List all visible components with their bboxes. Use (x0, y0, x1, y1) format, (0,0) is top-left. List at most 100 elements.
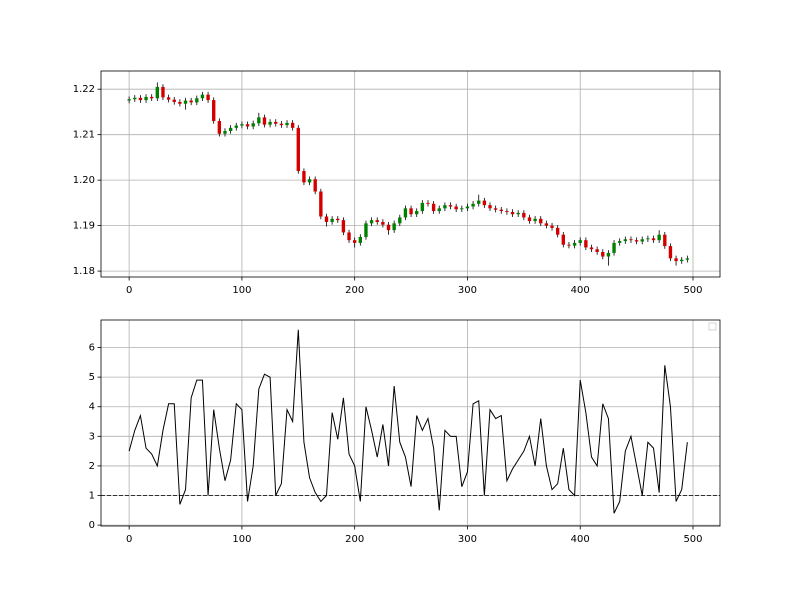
candle-body (420, 202, 425, 212)
x-tick-label: 100 (232, 534, 251, 545)
x-tick-label: 500 (683, 534, 702, 545)
candle-body (522, 212, 526, 218)
candle-body (460, 208, 464, 210)
candle-body (133, 97, 137, 100)
axes-frame (100, 319, 721, 527)
candle-body (336, 218, 340, 221)
y-tick-label: 1.21 (73, 130, 95, 141)
candle-body (533, 218, 537, 222)
candle-body (307, 179, 312, 183)
candle-body (415, 211, 419, 215)
x-tick-label: 300 (458, 285, 477, 296)
candle-body (606, 252, 611, 257)
series-line (128, 329, 688, 514)
candle-body (381, 221, 385, 225)
candle-body (623, 239, 628, 242)
candle-body (166, 97, 171, 100)
candle-body (567, 244, 571, 246)
candle-body (285, 122, 289, 126)
x-tick-label: 300 (458, 534, 477, 545)
candle-body (240, 124, 244, 126)
candle-body (313, 179, 317, 192)
y-tick-label: 1.19 (73, 221, 95, 232)
candle-body (601, 251, 605, 257)
candle-body (200, 94, 205, 99)
candle-body (471, 203, 475, 207)
candle-body (505, 211, 509, 212)
candle-body (212, 100, 216, 122)
candle-body (127, 99, 131, 101)
candle-body (347, 232, 351, 241)
candle-body (589, 247, 594, 250)
candle-body (550, 225, 554, 228)
candle-body (578, 240, 582, 243)
candle-body (369, 220, 374, 224)
y-tick-label: 1.20 (73, 175, 95, 186)
candle-body (409, 208, 413, 215)
candle-body (544, 223, 549, 226)
candle-body (561, 234, 565, 245)
candle-body (330, 218, 334, 222)
candle-body (668, 246, 673, 259)
candle-body (358, 236, 363, 243)
candle-body (206, 94, 210, 101)
candle-body (646, 238, 650, 240)
candle-body (437, 208, 441, 212)
candle-body (685, 258, 690, 260)
candle-body (454, 206, 458, 210)
candle-body (386, 224, 391, 231)
candle-body (465, 206, 470, 209)
candle-body (189, 100, 193, 103)
candle-body (617, 241, 622, 243)
candle-body (612, 242, 616, 253)
candle-body (290, 122, 295, 128)
candle-body (245, 124, 250, 127)
candle-body (262, 117, 267, 125)
x-tick-label: 500 (683, 285, 702, 296)
y-tick-label: 2 (89, 461, 95, 472)
y-tick-label: 4 (89, 402, 95, 413)
candle-body (251, 123, 255, 127)
candle-body (595, 249, 599, 252)
candle-body (488, 205, 492, 209)
candle-body (651, 238, 656, 241)
candle-body (257, 117, 261, 124)
candle-body (403, 208, 408, 218)
candle-body (657, 234, 661, 241)
axes-frame (100, 70, 721, 278)
candle-body (527, 217, 532, 222)
candle-body (431, 203, 436, 212)
candle-body (341, 220, 346, 233)
candle-body (155, 86, 160, 99)
candle-body (674, 258, 678, 262)
y-tick-label: 1.22 (73, 84, 95, 95)
candle-body (144, 96, 148, 101)
candle-body (539, 218, 543, 224)
y-tick-label: 0 (89, 520, 95, 531)
candle-body (499, 209, 503, 212)
candle-body (183, 100, 188, 104)
candle-body (228, 127, 233, 132)
candle-body (138, 97, 143, 101)
candle-body (555, 227, 560, 235)
candle-body (364, 223, 368, 237)
candle-body (296, 127, 300, 172)
candle-body (268, 121, 272, 125)
candle-body (634, 240, 639, 242)
candle-body (443, 205, 447, 209)
candle-body (398, 217, 402, 224)
candle-body (375, 220, 379, 222)
candle-body (195, 98, 199, 103)
candle-body (223, 131, 227, 134)
candle-body (629, 239, 633, 241)
candle-body (426, 202, 430, 204)
candle-body (584, 240, 588, 248)
candle-body (319, 191, 323, 217)
y-tick-label: 5 (89, 372, 95, 383)
y-tick-label: 6 (89, 343, 95, 354)
candle-body (234, 125, 238, 128)
x-tick-label: 200 (345, 285, 364, 296)
candle-body (324, 216, 329, 222)
candle-body (352, 240, 357, 243)
